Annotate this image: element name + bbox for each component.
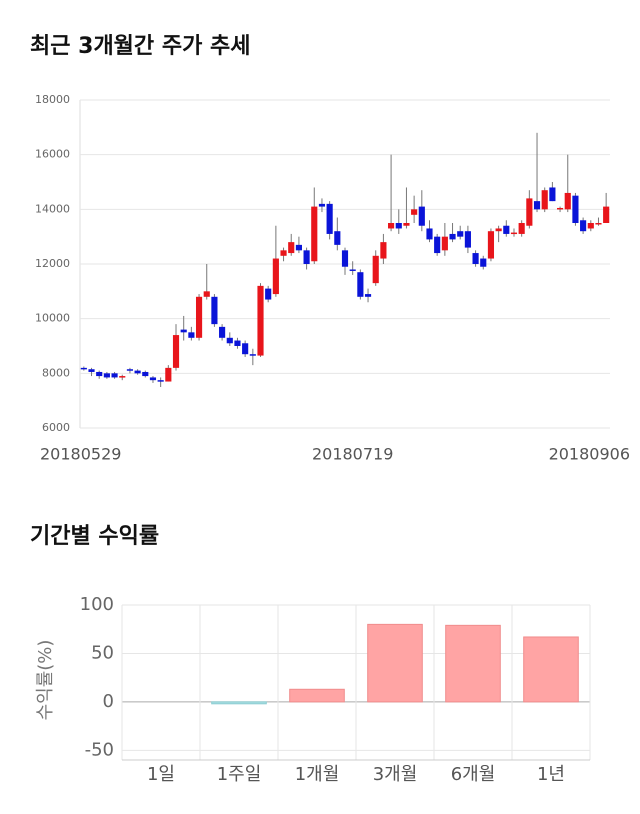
candle-body: [219, 326, 226, 338]
candle-body: [226, 337, 233, 344]
y-tick-label: -50: [85, 739, 114, 760]
candle-body: [265, 288, 272, 300]
candle-body: [234, 340, 241, 346]
y-tick-label: 8000: [42, 366, 70, 379]
candle-body: [564, 192, 571, 210]
candle-body: [357, 272, 364, 297]
candle-body: [418, 206, 425, 226]
candle-body: [303, 250, 310, 264]
candle-body: [457, 231, 464, 237]
candle-body: [80, 367, 87, 370]
candle-body: [242, 343, 249, 355]
candle-body: [88, 369, 95, 372]
y-tick-label: 6000: [42, 421, 70, 434]
x-tick-label: 20180529: [40, 445, 121, 464]
x-tick-label: 20180906: [549, 445, 630, 464]
y-tick-label: 14000: [35, 202, 70, 215]
y-tick-label: 18000: [35, 93, 70, 106]
candle-body: [341, 250, 349, 267]
candle-body: [388, 223, 395, 229]
bar: [289, 688, 345, 703]
x-tick-label: 6개월: [451, 764, 496, 785]
candle-body: [603, 206, 610, 223]
candle-body: [172, 335, 180, 368]
candle-body: [326, 203, 333, 234]
candle-body: [472, 253, 479, 264]
candle-body: [311, 206, 318, 262]
candle-body: [434, 236, 441, 254]
candle-body: [142, 371, 149, 377]
candle-body: [364, 294, 372, 297]
candle-body: [280, 250, 287, 256]
candle-body: [103, 373, 110, 378]
bar: [367, 623, 423, 703]
candle-body: [464, 231, 471, 248]
candle-body: [149, 377, 157, 381]
candle-body: [441, 236, 448, 251]
candle-body: [119, 376, 126, 378]
candle-body: [111, 373, 118, 378]
bar: [523, 636, 579, 703]
candle-body: [587, 223, 594, 229]
x-tick-label: 3개월: [373, 764, 418, 785]
y-tick-label: 10000: [35, 312, 70, 325]
chart-title: 최근 3개월간 주가 추세: [30, 34, 250, 59]
candle-body: [510, 232, 518, 235]
candle-body: [288, 242, 295, 254]
candle-body: [257, 285, 264, 356]
candle-body: [518, 223, 525, 234]
candle-body: [495, 228, 502, 232]
candle-body: [96, 371, 103, 377]
x-tick-label: 1일: [147, 764, 175, 785]
candle-body: [188, 332, 195, 338]
candle-body: [580, 220, 587, 232]
y-tick-label: 12000: [35, 257, 70, 270]
y-tick-label: 100: [80, 594, 114, 615]
x-tick-label: 20180719: [312, 445, 393, 464]
candle-body: [165, 367, 172, 382]
x-tick-label: 1개월: [295, 764, 340, 785]
bar: [445, 624, 501, 703]
candle-body: [572, 195, 579, 223]
candle-body: [526, 198, 533, 226]
candle-body: [595, 223, 602, 225]
candle-body: [157, 380, 164, 382]
candle-body: [557, 207, 564, 210]
candle-body: [272, 258, 279, 295]
candle-body: [180, 329, 187, 333]
chart-title: 기간별 수익률: [30, 524, 159, 549]
candle-body: [195, 296, 203, 338]
candle-body: [487, 231, 495, 259]
candle-body: [126, 369, 133, 371]
y-tick-label: 16000: [35, 148, 70, 161]
y-tick-label: 50: [91, 642, 114, 663]
candle-body: [426, 228, 433, 240]
y-axis-label: 수익률(%): [35, 640, 56, 721]
candle-body: [203, 291, 210, 297]
candle-body: [134, 370, 141, 374]
candle-body: [249, 354, 256, 356]
candle-body: [533, 201, 541, 210]
bar: [211, 701, 267, 705]
x-tick-label: 1년: [537, 764, 565, 785]
candle-body: [411, 209, 418, 215]
candle-body: [395, 223, 402, 229]
candle-body: [541, 190, 548, 210]
candle-body: [211, 296, 218, 325]
candle-body: [449, 233, 456, 240]
candle-body: [334, 231, 341, 245]
y-tick-label: 0: [103, 691, 114, 712]
candle-body: [349, 269, 356, 271]
candle-body: [503, 225, 510, 234]
candle-body: [372, 255, 379, 284]
x-tick-label: 1주일: [217, 764, 262, 785]
candle-body: [549, 187, 556, 202]
candle-body: [403, 223, 410, 226]
candle-body: [380, 242, 387, 259]
candle-body: [318, 203, 326, 207]
candle-body: [480, 258, 487, 267]
candle-body: [295, 244, 302, 251]
